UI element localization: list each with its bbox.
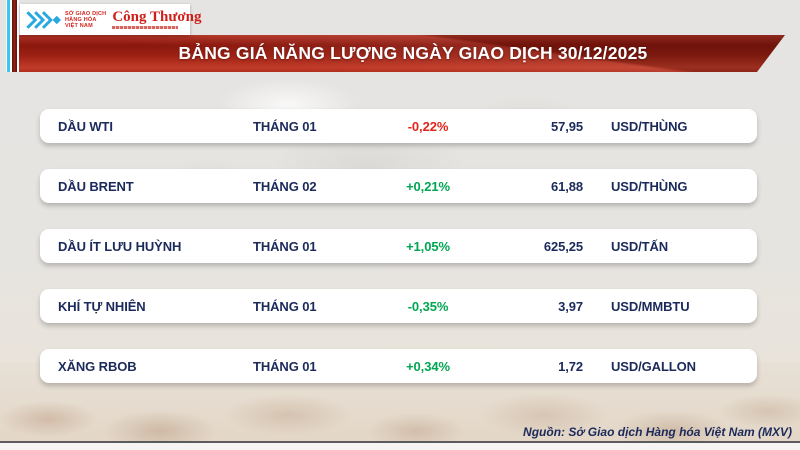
contract-month: THÁNG 02 <box>253 178 317 194</box>
source-credit: Nguồn: Sở Giao dịch Hàng hóa Việt Nam (M… <box>523 425 792 439</box>
table-row: XĂNG RBOB THÁNG 01 +0,34% 1,72 USD/GALLO… <box>40 349 757 383</box>
maroon-stripe <box>12 0 17 72</box>
price-value: 625,25 <box>543 238 583 254</box>
contract-month: THÁNG 01 <box>253 298 317 314</box>
congthuong-logo-tagline-bar <box>112 26 179 29</box>
page-title: BẢNG GIÁ NĂNG LƯỢNG NGÀY GIAO DỊCH 30/12… <box>178 43 648 63</box>
cyan-stripe <box>7 0 10 72</box>
contract-month: THÁNG 01 <box>253 358 317 374</box>
table-row: DẦU BRENT THÁNG 02 +0,21% 61,88 USD/THÙN… <box>40 169 757 203</box>
price-value: 57,95 <box>550 118 583 134</box>
price-value: 1,72 <box>558 358 583 374</box>
price-value: 3,97 <box>558 298 583 314</box>
congthuong-logo: Công Thương <box>112 10 201 29</box>
change-percent: -0,35% <box>407 298 449 314</box>
price-value: 61,88 <box>550 178 583 194</box>
commodity-name: KHÍ TỰ NHIÊN <box>58 298 146 314</box>
price-table: DẦU WTI THÁNG 01 -0,22% 57,95 USD/THÙNG … <box>40 109 757 409</box>
bottom-rule <box>0 441 800 450</box>
price-unit: USD/THÙNG <box>611 178 688 194</box>
change-percent: +1,05% <box>406 238 450 254</box>
price-unit: USD/TẤN <box>611 238 669 254</box>
commodity-name: DẦU ÍT LƯU HUỲNH <box>58 238 182 254</box>
mxv-logo-line1: SỞ GIAO DỊCH <box>65 10 107 17</box>
congthuong-logo-text: Công Thương <box>112 9 202 25</box>
change-percent: +0,34% <box>406 358 450 374</box>
table-row: DẦU WTI THÁNG 01 -0,22% 57,95 USD/THÙNG <box>40 109 757 143</box>
commodity-name: XĂNG RBOB <box>58 358 137 374</box>
contract-month: THÁNG 01 <box>253 118 317 134</box>
change-percent: -0,22% <box>407 118 449 134</box>
commodity-name: DẦU BRENT <box>58 178 134 194</box>
price-unit: USD/MMBTU <box>611 298 690 314</box>
mxv-logo-line2: HÀNG HÓA <box>65 16 97 23</box>
mxv-logo-line3: VIỆT NAM <box>65 22 93 29</box>
commodity-name: DẦU WTI <box>58 118 113 134</box>
price-unit: USD/THÙNG <box>611 118 688 134</box>
table-row: DẦU ÍT LƯU HUỲNH THÁNG 01 +1,05% 625,25 … <box>40 229 757 263</box>
publisher-logo-box: SỞ GIAO DỊCH HÀNG HÓA VIỆT NAM Công Thươ… <box>20 4 201 35</box>
mxv-logo-text: SỞ GIAO DỊCH HÀNG HÓA VIỆT NAM <box>65 11 106 29</box>
mxv-chevrons-icon <box>25 9 61 31</box>
contract-month: THÁNG 01 <box>253 238 317 254</box>
price-unit: USD/GALLON <box>611 358 696 374</box>
change-percent: +0,21% <box>406 178 450 194</box>
title-banner: BẢNG GIÁ NĂNG LƯỢNG NGÀY GIAO DỊCH 30/12… <box>19 35 785 72</box>
table-row: KHÍ TỰ NHIÊN THÁNG 01 -0,35% 3,97 USD/MM… <box>40 289 757 323</box>
